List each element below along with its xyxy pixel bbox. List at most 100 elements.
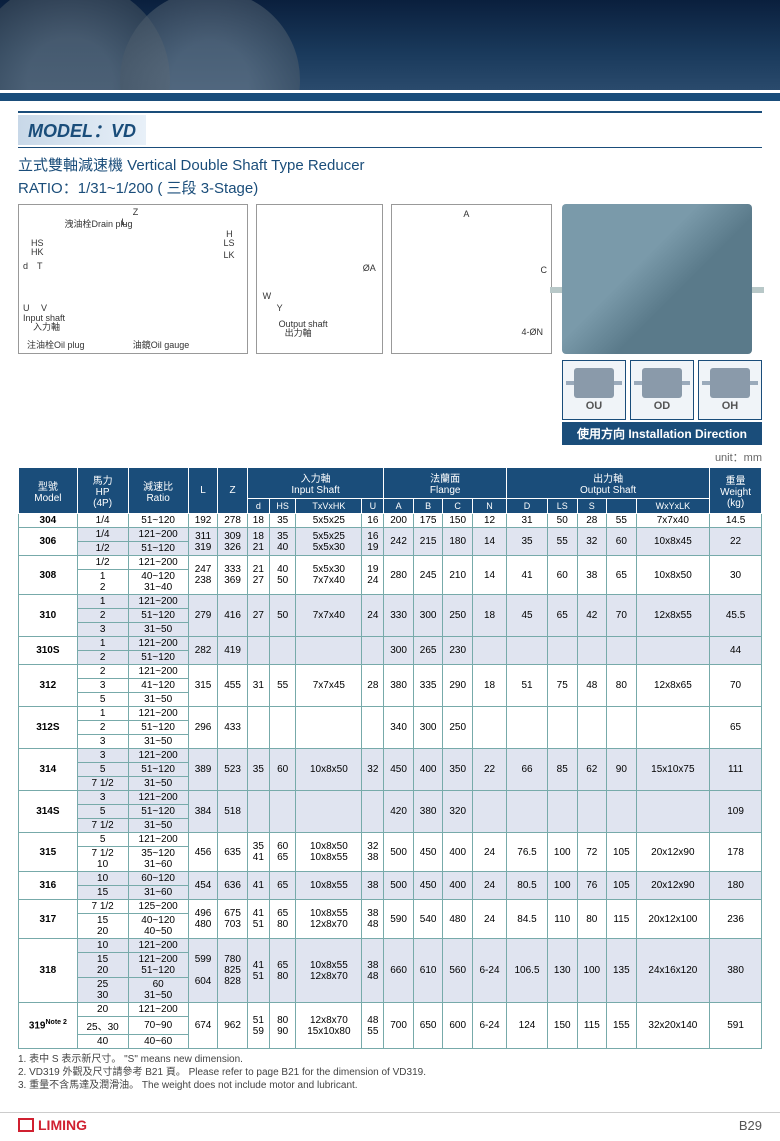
cell-c: 290: [443, 665, 473, 707]
cell-tv: [296, 707, 362, 749]
content: MODEL：VD 立式雙軸減速機 Vertical Double Shaft T…: [0, 101, 780, 1112]
cell-hs: 8090: [269, 1003, 296, 1049]
cell-a: 242: [384, 528, 414, 556]
cell-model: 314: [19, 749, 78, 791]
cell-hs: 50: [269, 595, 296, 637]
product-photo: [562, 204, 752, 354]
cell-a: 340: [384, 707, 414, 749]
cell-d: 18: [247, 514, 269, 528]
cell-c: 180: [443, 528, 473, 556]
cell-s: 48: [577, 665, 607, 707]
cell-wy: [636, 707, 710, 749]
cell-wy: 15x10x75: [636, 749, 710, 791]
cell-ratio: 35~12031~60: [128, 847, 188, 872]
cell-hp: 10: [77, 939, 128, 953]
cell-l: 454: [188, 872, 218, 900]
cell-wy: 32x20x140: [636, 1003, 710, 1049]
cell-b: 450: [413, 872, 443, 900]
cell-a: 660: [384, 939, 414, 1003]
cell-ls: 85: [547, 749, 577, 791]
cell-z: 962: [218, 1003, 248, 1049]
cell-tv: 10x8x5010x8x55: [296, 833, 362, 872]
col-l: L: [188, 468, 218, 514]
cell-d: 31: [247, 665, 269, 707]
cell-l: 384: [188, 791, 218, 833]
cell-hp: 12: [77, 570, 128, 595]
cell-ratio: 125~200: [128, 900, 188, 914]
table-row: 314S3121~200384518420380320109: [19, 791, 762, 805]
cell-ls: 65: [547, 595, 577, 637]
cell-dcap: 84.5: [507, 900, 548, 939]
cell-hp: 7 1/2: [77, 777, 128, 791]
cell-u: [362, 791, 384, 833]
cell-wy: 7x7x40: [636, 514, 710, 528]
cell-dcap: 80.5: [507, 872, 548, 900]
col-ls: LS: [547, 499, 577, 514]
cell-ratio: 121~200: [128, 939, 188, 953]
cell-wt: 14.5: [710, 514, 762, 528]
cell-a: 500: [384, 872, 414, 900]
cell-model: 316: [19, 872, 78, 900]
cell-z: 635: [218, 833, 248, 872]
cell-h: 90: [607, 749, 637, 791]
cell-ratio: 40~12031~40: [128, 570, 188, 595]
footer: LIMING B29: [0, 1112, 780, 1141]
cell-ratio: 121~200: [128, 637, 188, 651]
cell-u: 32: [362, 749, 384, 791]
cell-hp: 1: [77, 637, 128, 651]
cell-b: 650: [413, 1003, 443, 1049]
table-row: 3122121~20031545531557x7x452838033529018…: [19, 665, 762, 679]
cell-b: 300: [413, 595, 443, 637]
cell-c: 250: [443, 707, 473, 749]
cell-ratio: 121~200: [128, 707, 188, 721]
cell-wt: 65: [710, 707, 762, 749]
note-2: 2. VD319 外觀及尺寸請參考 B21 頁。 Please refer to…: [18, 1066, 762, 1079]
dim-y: Y: [277, 303, 283, 313]
cell-c: 400: [443, 833, 473, 872]
cell-ratio: 40~60: [128, 1035, 188, 1049]
cell-n: [472, 791, 506, 833]
col-a: A: [384, 499, 414, 514]
cell-hp: 7 1/2: [77, 819, 128, 833]
cell-d: 4151: [247, 939, 269, 1003]
cell-model: 306: [19, 528, 78, 556]
cell-z: 416: [218, 595, 248, 637]
model-label: MODEL：VD: [18, 115, 146, 145]
install-od-label: OD: [654, 400, 671, 412]
cell-s: 115: [577, 1003, 607, 1049]
cell-model: 308: [19, 556, 78, 595]
cell-tv: 7x7x45: [296, 665, 362, 707]
cell-hs: [269, 791, 296, 833]
col-h: [607, 499, 637, 514]
cell-ratio: 51~120: [128, 805, 188, 819]
cell-n: [472, 637, 506, 665]
cell-l: 192: [188, 514, 218, 528]
cell-s: 100: [577, 939, 607, 1003]
cell-d: [247, 791, 269, 833]
cell-u: 1924: [362, 556, 384, 595]
cell-ls: [547, 637, 577, 665]
col-z: Z: [218, 468, 248, 514]
cell-h: 135: [607, 939, 637, 1003]
table-row: 3041/451~12019227818355x5x25162001751501…: [19, 514, 762, 528]
tech-drawing-output: ØA W Y Output shaft 出力軸: [256, 204, 383, 354]
col-d: d: [247, 499, 269, 514]
cell-hp: 1/2: [77, 542, 128, 556]
cell-ls: 75: [547, 665, 577, 707]
cell-u: 38: [362, 872, 384, 900]
cell-ls: 130: [547, 939, 577, 1003]
cell-z: 419: [218, 637, 248, 665]
cell-d: 4151: [247, 900, 269, 939]
cell-hp: 20: [77, 1003, 128, 1017]
cell-c: 560: [443, 939, 473, 1003]
col-s: S: [577, 499, 607, 514]
col-b: B: [413, 499, 443, 514]
cell-b: 300: [413, 707, 443, 749]
spec-table: 型號Model 馬力HP(4P) 減速比Ratio L Z 入力軸Input S…: [18, 467, 762, 1049]
cell-c: 480: [443, 900, 473, 939]
cell-ratio: 121~200: [128, 833, 188, 847]
cell-model: 304: [19, 514, 78, 528]
page-number: B29: [739, 1118, 762, 1133]
install-ou: OU: [562, 360, 626, 420]
install-icon-oh: [710, 368, 750, 398]
